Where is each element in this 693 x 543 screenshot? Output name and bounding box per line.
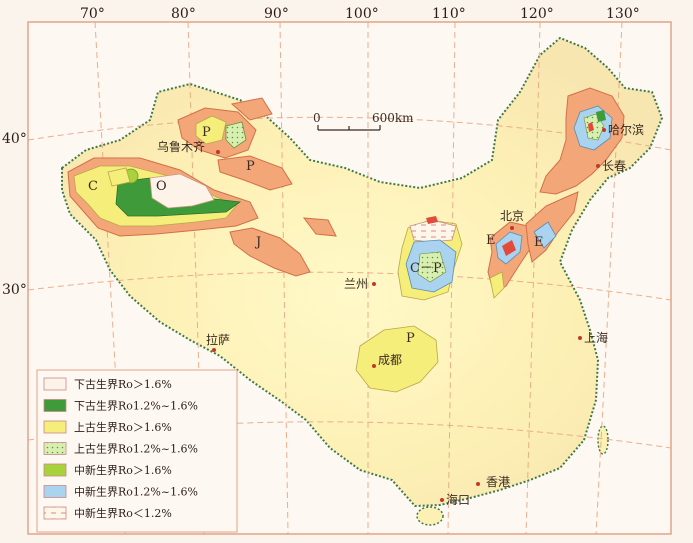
city-lanzhou: 兰州 [344,277,376,291]
legend-swatch [43,485,67,498]
legend-item: 下古生界Ro＞1.6% [43,377,172,391]
legend-item: 上古生界Ro1.2%~1.6% [43,442,198,456]
city-haikou: 海口 [440,492,470,507]
legend-swatch [43,399,67,412]
latitude-label: 40° [2,131,27,147]
city-name-haikou: 海口 [446,492,470,507]
basin-mark-o: O [156,179,167,194]
city-beijing: 北京 [500,209,524,230]
longitude-label: 110° [432,6,466,22]
city-harbin: 哈尔滨 [602,122,644,137]
hainan-island [416,506,444,526]
basin-mark-e: E [534,235,544,250]
songliao-basin [539,87,625,195]
tarim-basin [67,157,259,237]
scale-zero: 0 [313,111,321,125]
city-name-urumqi: 乌鲁木齐 [157,139,205,154]
legend-item: 中新生界Ro＞1.6% [43,463,172,477]
legend-item: 中新生界Ro＜1.2% [43,506,172,520]
city-name-chengdu: 成都 [378,353,402,367]
china-territory [61,36,664,508]
legend-label: 中新生界Ro＞1.6% [74,463,172,477]
legend-label: 下古生界Ro＞1.6% [74,377,172,391]
junggar-basin [177,97,273,159]
legend-label: 上古生界Ro＞1.6% [74,420,172,434]
bohai-bay-basin [487,191,579,299]
basin-mark-c: C [88,179,98,194]
longitude-label: 130° [606,6,640,22]
basin-mark-cp: C－P [410,261,442,276]
turpan-basin [217,155,293,191]
legend-items: 下古生界Ro＞1.6% 下古生界Ro1.2%~1.6% 上古生界Ro＞1.6% 上古生… [43,377,198,520]
legend: 下古生界Ro＞1.6% 下古生界Ro1.2%~1.6% 上古生界Ro＞1.6% 上古生… [36,369,238,533]
legend-swatch [43,442,67,455]
legend-swatch [43,377,67,391]
legend-box [36,369,238,533]
legend-swatch [43,420,67,434]
taiwan-island [597,425,609,455]
city-name-beijing: 北京 [500,209,524,223]
longitude-label: 90° [264,6,289,22]
longitude-label: 70° [80,6,105,22]
city-lhasa: 拉萨 [206,332,230,352]
legend-swatch [43,506,67,520]
city-name-lanzhou: 兰州 [344,277,368,291]
legend-label: 中新生界Ro1.2%~1.6% [74,485,198,499]
longitude-label: 100° [345,6,379,22]
legend-label: 上古生界Ro1.2%~1.6% [74,442,198,456]
legend-swatch [43,463,67,477]
sichuan-basin [355,325,439,393]
legend-label: 中新生界Ro＜1.2% [74,506,172,520]
scale-distance: 600km [372,111,414,125]
city-name-hongkong: 香港 [486,475,510,489]
city-name-changchun: 长春 [602,159,626,173]
basin-mark-e: E [486,233,496,248]
city-name-shanghai: 上海 [584,330,608,345]
city-changchun: 长春 [596,159,626,173]
longitude-label: 80° [171,6,196,22]
longitude-label: 120° [520,6,554,22]
city-urumqi: 乌鲁木齐 [157,139,220,154]
legend-item: 上古生界Ro＞1.6% [43,420,172,434]
legend-label: 下古生界Ro1.2%~1.6% [74,399,198,413]
latitude-label: 30° [2,282,27,298]
legend-item: 中新生界Ro1.2%~1.6% [43,485,198,499]
city-name-lhasa: 拉萨 [206,332,230,347]
basin-mark-p: P [202,125,211,140]
city-chengdu: 成都 [372,353,402,368]
city-shanghai: 上海 [578,330,608,345]
scale-bar: 0 600km [313,111,414,131]
legend-item: 下古生界Ro1.2%~1.6% [43,399,198,413]
basin-mark-p: P [406,331,415,346]
city-name-harbin: 哈尔滨 [608,122,644,137]
basin-mark-j: J [254,235,261,250]
basin-mark-p: P [246,159,255,174]
qaidam-basin [229,217,337,277]
ordos-basin [397,216,463,301]
city-hongkong: 香港 [476,475,510,489]
